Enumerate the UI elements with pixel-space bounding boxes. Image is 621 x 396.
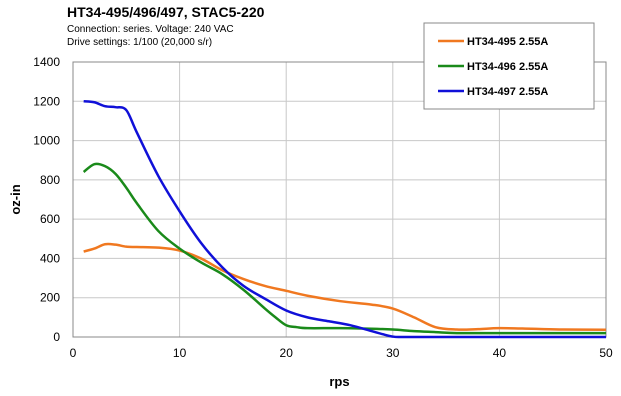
x-tick-label: 20	[280, 346, 294, 360]
chart-subtitle-drive-settings: Drive settings: 1/100 (20,000 s/r)	[67, 37, 213, 48]
legend-entry-label: HT34-497 2.55A	[467, 86, 548, 98]
y-tick-label: 600	[40, 212, 60, 226]
chart-title: HT34-495/496/497, STAC5-220	[67, 4, 265, 20]
y-tick-label: 800	[40, 173, 60, 187]
legend: HT34-495 2.55A HT34-496 2.55A HT34-497 2.5…	[423, 22, 595, 110]
y-tick-label: 400	[40, 251, 60, 265]
x-tick-label: 10	[173, 346, 187, 360]
y-tick-label: 1400	[33, 55, 60, 69]
legend-entry-label: HT34-495 2.55A	[467, 36, 548, 48]
legend-entry-label: HT34-496 2.55A	[467, 61, 548, 73]
x-axis-label: rps	[329, 374, 349, 389]
y-tick-label: 1200	[33, 94, 60, 108]
plot-area-frame	[72, 61, 607, 338]
x-tick-label: 40	[493, 346, 507, 360]
y-tick-label: 0	[53, 330, 60, 344]
series-lines	[82, 100, 607, 339]
y-axis-label: oz-in	[8, 184, 23, 214]
y-tick-label: 1000	[33, 134, 60, 148]
chart-subtitle-connection: Connection: series. Voltage: 240 VAC	[67, 24, 234, 35]
x-tick-label: 50	[599, 346, 613, 360]
series-line-2	[82, 162, 606, 335]
series-line-1	[83, 242, 607, 331]
x-tick-label: 0	[70, 346, 77, 360]
x-tick-label: 30	[386, 346, 400, 360]
y-tick-label: 200	[40, 291, 60, 305]
series-line-3	[83, 100, 606, 339]
tick-labels: 0 10 20 30 40 50 0 200 400 600 800 1000 1200 1400	[33, 55, 613, 360]
